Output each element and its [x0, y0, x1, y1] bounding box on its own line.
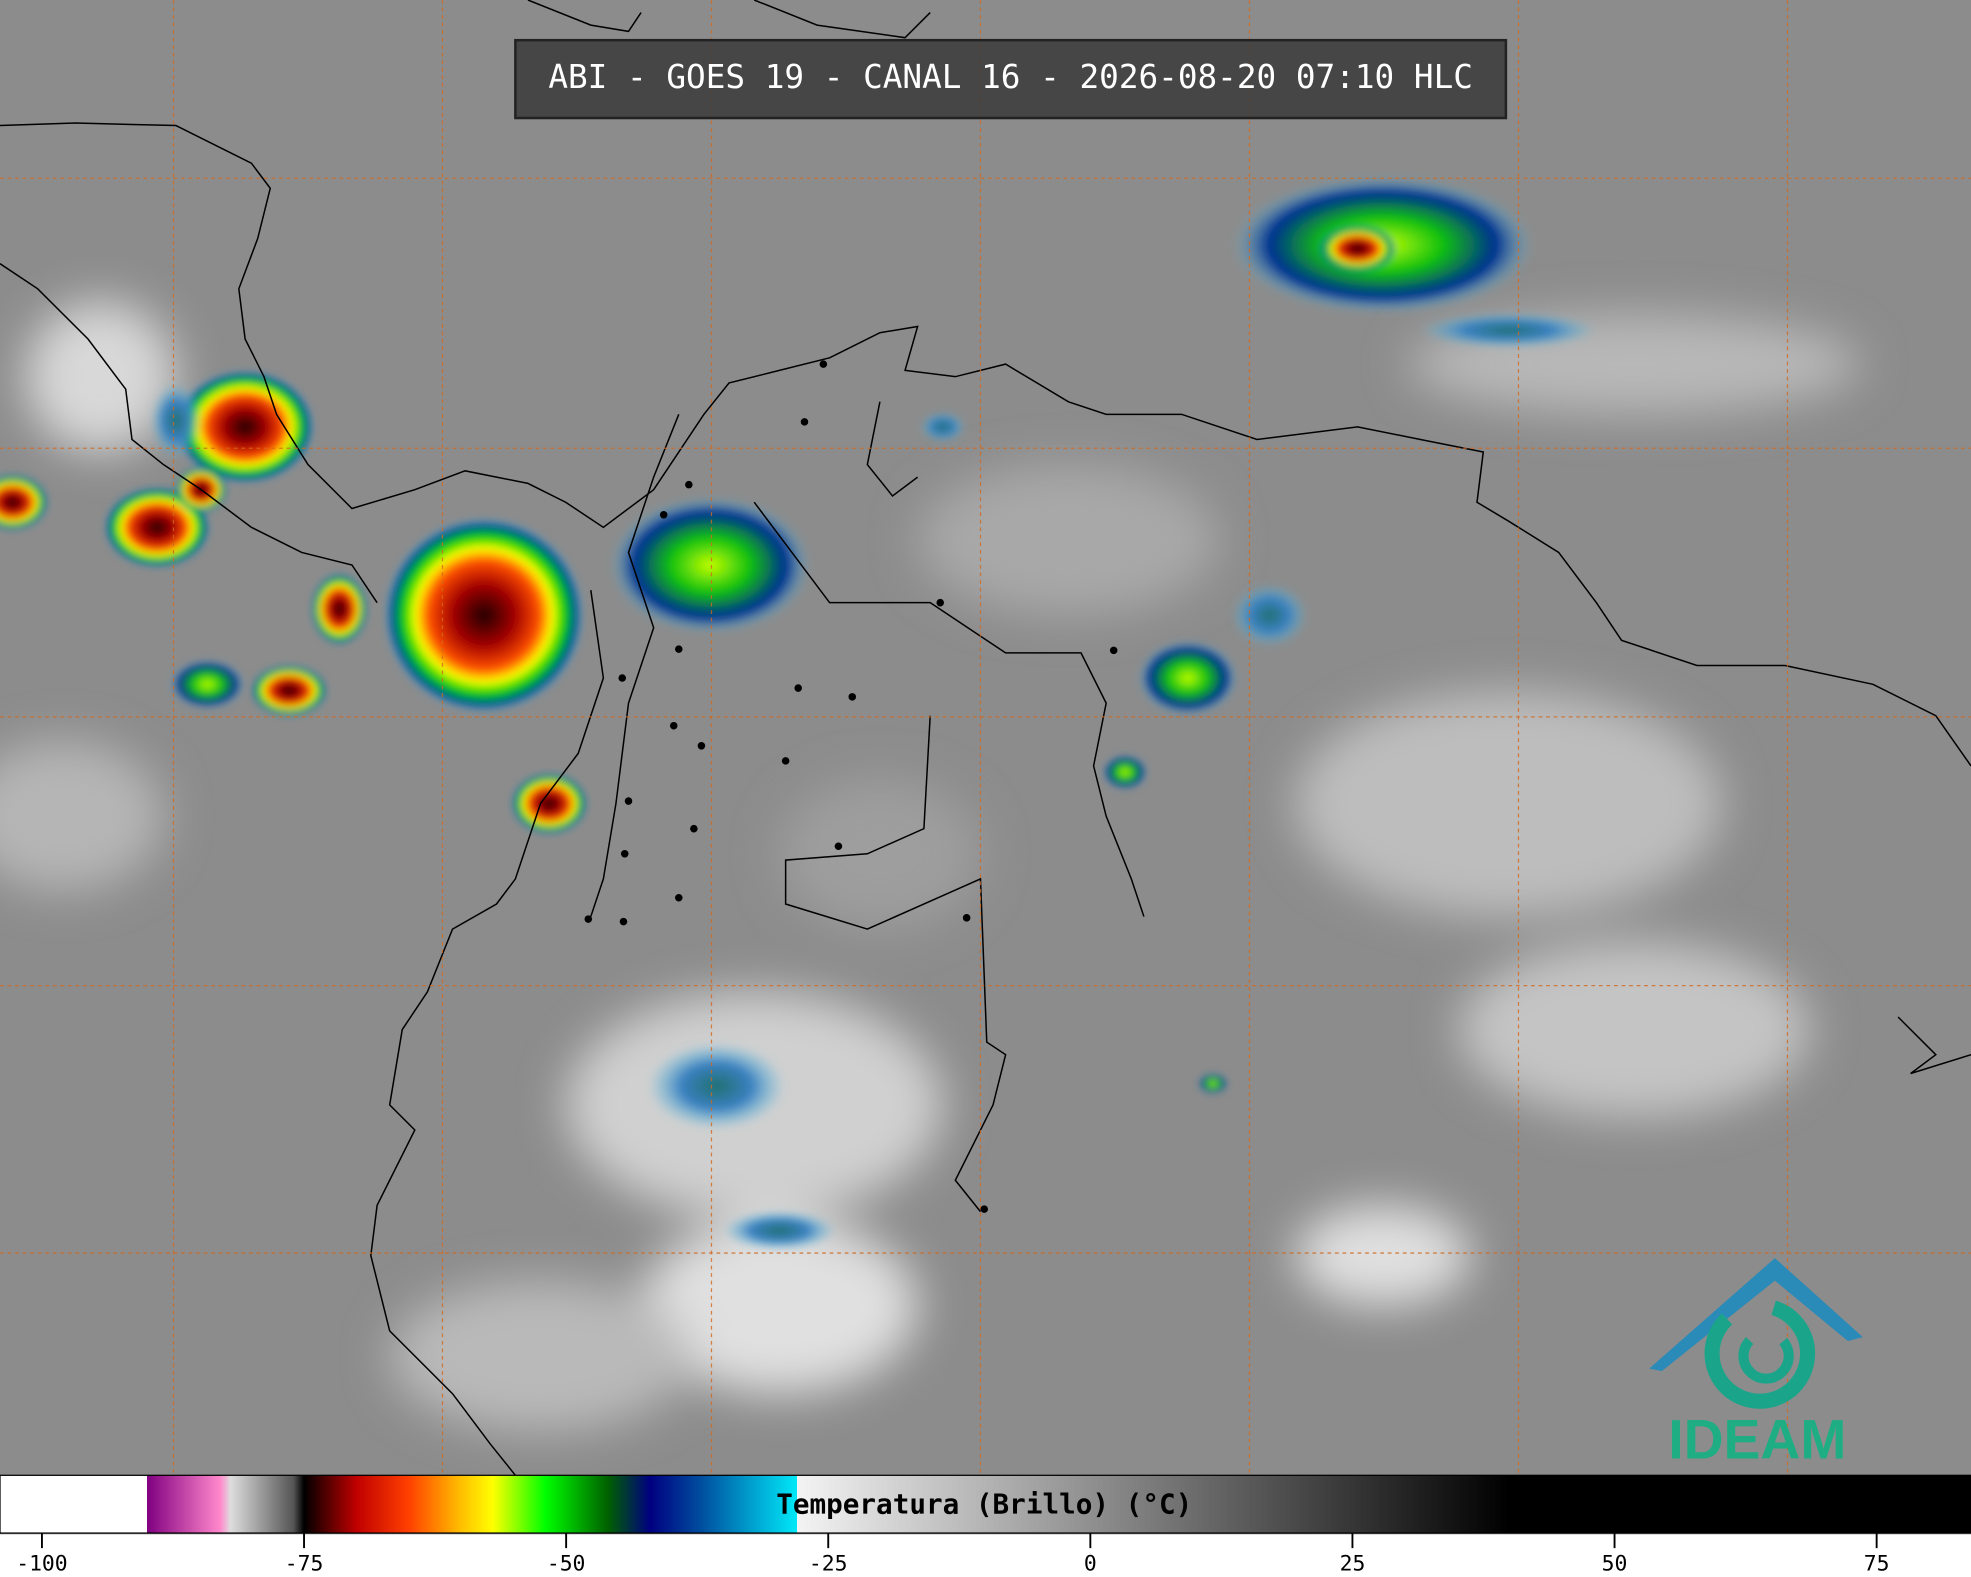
title-box	[514, 38, 1508, 120]
colorbar	[0, 1474, 1971, 1534]
colorbar-label: Temperatura (Brillo) (°C)	[776, 1487, 1192, 1520]
convective-cells	[0, 175, 1597, 1251]
tick-label: -75	[285, 1551, 324, 1576]
logo-text: IDEAM	[1668, 1409, 1846, 1471]
ideam-logo: IDEAM	[1649, 1258, 1863, 1470]
tick-label: 75	[1864, 1551, 1890, 1576]
coastlines	[0, 0, 1971, 1476]
tick-label: 50	[1602, 1551, 1628, 1576]
tick-label: -25	[809, 1551, 848, 1576]
tick-label: 25	[1340, 1551, 1366, 1576]
title: ABI - GOES 19 - CANAL 16 - 2026-08-20 07…	[548, 58, 1473, 96]
colorbar-axis-bg	[0, 1534, 1971, 1577]
tick-label: -100	[16, 1551, 67, 1576]
tick-label: 0	[1084, 1551, 1097, 1576]
lat-lon-grid	[0, 0, 1971, 1476]
city-dots	[584, 360, 1118, 1213]
colorbar-ticks: -100 -75 -50 -25 0 25 50 75	[16, 1533, 1890, 1576]
tick-label: -50	[547, 1551, 586, 1576]
